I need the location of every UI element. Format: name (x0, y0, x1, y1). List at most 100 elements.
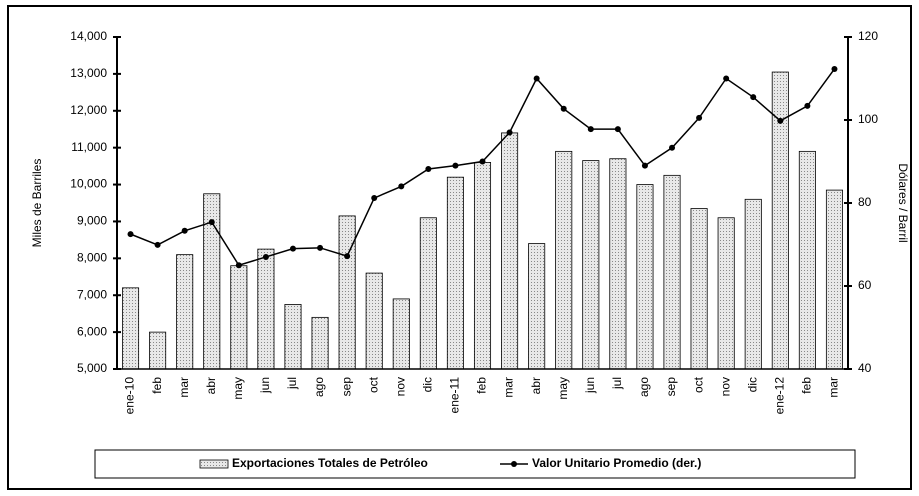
bar (446, 176, 464, 370)
line-marker (208, 219, 215, 226)
line-marker (669, 144, 676, 151)
y2-tick-label: 40 (858, 361, 872, 375)
line-marker (289, 245, 296, 252)
bar (609, 158, 627, 370)
x-tick-label: mar (177, 377, 191, 398)
bar (528, 243, 546, 370)
bar (555, 150, 573, 370)
bar (257, 248, 275, 370)
y-tick-label: 11,000 (71, 140, 107, 154)
x-tick-label: oct (366, 376, 380, 393)
line-marker (641, 162, 648, 169)
x-tick-label: ago (312, 377, 326, 397)
bar (149, 331, 167, 370)
bar (365, 272, 383, 370)
x-tick-label: sep (339, 377, 353, 397)
line-marker (371, 195, 378, 202)
x-tick-label: dic (421, 377, 435, 392)
bar (338, 215, 356, 370)
line-marker (804, 102, 811, 109)
bar (717, 217, 735, 370)
bar (798, 150, 816, 370)
line-marker (344, 253, 351, 260)
bar (636, 184, 654, 370)
line-marker (262, 253, 269, 260)
y2-axis-label: Dólares / Barril (896, 163, 910, 242)
x-tick-label: ene-12 (772, 377, 786, 415)
legend-swatch (199, 459, 229, 469)
bar (825, 189, 843, 370)
x-tick-label: may (556, 377, 570, 400)
y-tick-label: 7,000 (77, 287, 107, 301)
line-marker (154, 241, 161, 248)
line-marker (723, 75, 730, 82)
x-tick-label: oct (691, 376, 705, 393)
x-tick-label: abr (529, 377, 543, 394)
legend-label: Exportaciones Totales de Petróleo (232, 456, 428, 470)
line-marker (777, 117, 784, 124)
line-marker (831, 65, 838, 72)
x-tick-label: mar (827, 377, 841, 398)
y-axis-label: Miles de Barriles (30, 159, 44, 248)
line-marker (506, 129, 513, 136)
bar (311, 316, 329, 370)
line-marker (533, 75, 540, 82)
x-tick-label: feb (800, 377, 814, 394)
x-tick-label: abr (204, 377, 218, 394)
line-marker (317, 244, 324, 251)
line-marker (452, 162, 459, 169)
x-tick-label: nov (718, 377, 732, 396)
line-marker (614, 126, 621, 133)
bar (744, 198, 762, 370)
line-marker (127, 231, 134, 238)
bar (501, 132, 519, 370)
legend-marker (511, 461, 517, 467)
bar (176, 254, 194, 370)
y-tick-label: 6,000 (77, 324, 107, 338)
bar (122, 287, 140, 370)
line-marker (696, 114, 703, 121)
bar (663, 174, 681, 370)
x-tick-label: feb (150, 377, 164, 394)
y2-tick-label: 60 (858, 278, 872, 292)
x-tick-label: jun (258, 377, 272, 394)
bar (473, 162, 492, 370)
line-marker (560, 105, 567, 112)
y-tick-label: 5,000 (77, 361, 107, 375)
y-tick-label: 9,000 (77, 214, 107, 228)
x-tick-label: feb (475, 377, 489, 394)
x-tick-label: ene-10 (123, 377, 137, 415)
x-tick-label: nov (393, 377, 407, 396)
x-tick-label: sep (664, 377, 678, 397)
y2-tick-label: 80 (858, 195, 872, 209)
y2-tick-label: 120 (858, 29, 878, 43)
bar (419, 217, 437, 370)
x-tick-label: may (231, 377, 245, 400)
bar (392, 298, 410, 370)
y-tick-label: 14,000 (70, 29, 107, 43)
line-marker (479, 158, 486, 165)
x-tick-label: ago (637, 377, 651, 397)
x-tick-label: ene-11 (448, 377, 462, 414)
y-tick-label: 13,000 (70, 66, 107, 80)
line-marker (235, 262, 242, 269)
bar (582, 160, 600, 370)
bar (230, 265, 248, 370)
line-marker (750, 94, 757, 101)
x-tick-label: jul (610, 377, 624, 390)
line-marker (587, 126, 594, 133)
x-tick-label: dic (745, 377, 759, 392)
y-tick-label: 8,000 (77, 251, 107, 265)
line-marker (398, 183, 405, 190)
line-marker (181, 227, 188, 234)
y2-tick-label: 100 (858, 112, 878, 126)
legend-label: Valor Unitario Promedio (der.) (532, 456, 701, 470)
x-tick-label: mar (502, 377, 516, 398)
x-tick-label: jun (583, 377, 597, 394)
y-tick-label: 10,000 (70, 177, 107, 191)
bar (284, 304, 302, 370)
line-marker (425, 165, 432, 172)
y-tick-label: 12,000 (70, 103, 107, 117)
bar (690, 208, 708, 370)
